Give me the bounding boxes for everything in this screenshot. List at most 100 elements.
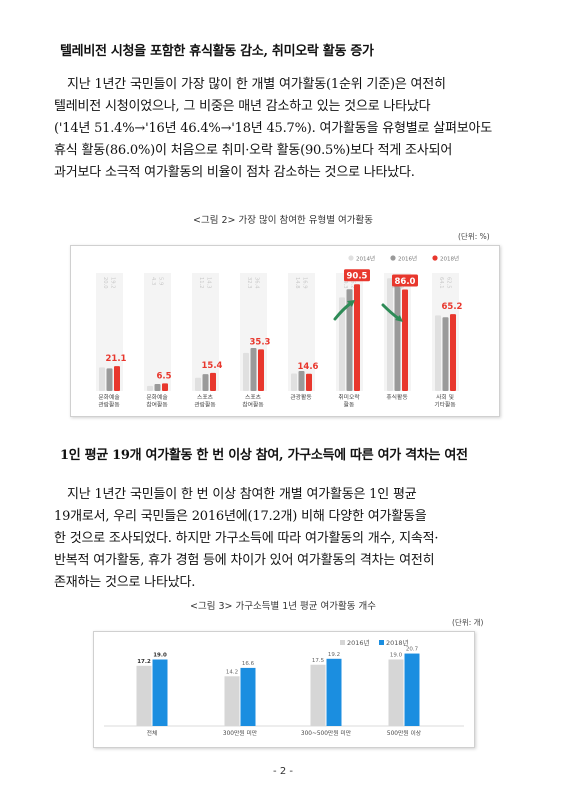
bar-2018년 [210, 372, 216, 391]
trend-arrow-head [347, 300, 355, 307]
bar-2014년 [339, 297, 345, 391]
value-label: 20.7 [406, 647, 419, 653]
category-label: 관광활동 [290, 393, 312, 401]
value-label-2018: 86.0 [395, 277, 416, 287]
paragraph-income-gap: 지난 1년간 국민들이 한 번 이상 참여한 개별 여가활동은 1인 평균 19… [54, 484, 512, 594]
bar-2018년 [326, 658, 342, 726]
bar-2018년 [114, 366, 120, 391]
category-track [144, 273, 171, 391]
category-label: 300만원 미만 [223, 729, 258, 737]
paragraph-line: 과거보다 소극적 여가활동의 비율이 점차 감소하는 것으로 나타났다. [54, 165, 415, 180]
category-track [192, 273, 219, 391]
paragraph-leisure-type: 지난 1년간 국민들이 가장 많이 한 개별 여가활동(1순위 기준)은 여전히… [54, 74, 512, 184]
legend-label: 2018년 [386, 638, 409, 647]
value-label-vertical: 16.9 [302, 277, 308, 289]
bar-2014년 [99, 367, 105, 391]
page-number: - 2 - [273, 766, 293, 777]
value-label: 19.0 [390, 653, 403, 659]
value-label-2018: 6.5 [156, 371, 171, 381]
value-label-vertical: 14.3 [206, 277, 212, 289]
bar-2018년 [450, 314, 456, 391]
bar-2016년 [250, 348, 257, 391]
paragraph-line: 텔레비전 시청이었으나, 그 비중은 매년 감소하고 있는 것으로 나타났다 [54, 99, 431, 114]
category-label: 활동 [344, 401, 355, 409]
category-label: 기타활동 [434, 401, 456, 409]
value-label-vertical: 14.8 [294, 277, 300, 289]
bar-2014년 [243, 352, 249, 391]
category-label: 스포츠 [245, 394, 262, 401]
bar-2016년 [224, 676, 240, 726]
section-heading-leisure-type: 텔레비전 시청을 포함한 휴식활동 감소, 취미오락 활동 증가 [60, 44, 374, 59]
legend-label: 2018년 [440, 255, 459, 263]
category-label: 문화예술 [98, 393, 120, 401]
bar-2016년 [388, 659, 404, 726]
figure2-unit: (단위: %) [458, 232, 490, 241]
category-label: 참여활동 [146, 401, 168, 409]
legend-marker [432, 255, 438, 261]
paragraph-line: 지난 1년간 국민들이 가장 많이 한 개별 여가활동(1순위 기준)은 여전히 [67, 77, 446, 92]
section-heading-income-gap: 1인 평균 19개 여가활동 한 번 이상 참여, 가구소득에 따른 여가 격차… [60, 448, 468, 463]
value-label: 17.2 [137, 659, 151, 665]
legend-label: 2016년 [347, 638, 370, 647]
legend-marker [390, 255, 396, 261]
bar-2016년 [346, 289, 353, 391]
figure3-unit: (단위: 개) [452, 618, 484, 627]
paragraph-line: 휴식 활동(86.0%)이 처음으로 취미·오락 활동(90.5%)보다 적게 … [54, 143, 453, 158]
value-label-2018: 35.3 [250, 337, 271, 347]
value-label-vertical: 20.0 [102, 277, 108, 289]
category-label: 관람활동 [194, 401, 216, 409]
value-label-box [344, 269, 370, 282]
bar-2016년 [298, 371, 305, 391]
value-label-vertical: 4.3 [150, 277, 156, 285]
bar-2018년 [306, 373, 312, 391]
value-label: 19.2 [328, 652, 340, 658]
value-label-2018: 65.2 [442, 302, 463, 312]
bar-2014년 [195, 377, 201, 391]
value-label: 14.2 [226, 669, 238, 675]
legend-marker [340, 640, 345, 645]
value-label-2018: 15.4 [202, 361, 223, 371]
value-label-vertical: 32.3 [246, 277, 252, 289]
value-label-2018: 14.6 [298, 362, 319, 372]
bar-2018년 [240, 667, 256, 726]
category-label: 사회 및 [436, 393, 454, 401]
bar-2014년 [291, 373, 297, 391]
bar-2016년 [106, 368, 113, 391]
legend-label: 2016년 [398, 255, 417, 263]
bar-2016년 [310, 664, 326, 726]
trend-arrow-head [395, 315, 403, 322]
bar-2016년 [394, 283, 401, 391]
paragraph-line: 한 것으로 조사되었다. 하지만 가구소득에 따라 여가활동의 개수, 지속적· [54, 531, 439, 546]
category-label: 취미오락 [338, 393, 360, 401]
legend-label: 2014년 [356, 255, 375, 263]
paragraph-line: ('14년 51.4%→'16년 46.4%→'18년 45.7%). 여가활동… [54, 121, 493, 136]
value-label-vertical: 11.2 [198, 277, 204, 289]
category-label: 휴식활동 [386, 393, 408, 401]
bar-2016년 [136, 665, 152, 726]
legend-marker [348, 255, 354, 261]
value-label-vertical: 19.2 [110, 277, 116, 289]
figure3-caption: <그림 3> 가구소득별 1년 평균 여가활동 개수 [190, 601, 376, 612]
value-label: 19.0 [153, 653, 167, 659]
figure3-chart: 2016년 2018년 17.2 19.0 전체 14.2 16.6 300만원 미만 17.5… [93, 631, 475, 748]
value-label-vertical: 64.1 [438, 277, 444, 289]
value-label-vertical: 86.2 [350, 277, 356, 289]
value-label: 16.6 [242, 661, 255, 667]
paragraph-line: 반복적 여가활동, 휴가 경험 등에 차이가 있어 여가활동의 격차는 여전히 [54, 553, 435, 568]
bar-2018년 [258, 349, 264, 391]
paragraph-line: 지난 1년간 국민들이 한 번 이상 참여한 개별 여가활동은 1인 평균 [67, 487, 417, 502]
value-label-2018: 90.5 [347, 272, 368, 282]
bar-2018년 [404, 653, 420, 726]
bar-2016년 [442, 317, 449, 391]
bar-2014년 [387, 278, 393, 391]
legend-marker [379, 640, 384, 645]
value-label-vertical: 79.3 [342, 277, 348, 289]
paragraph-line: 19개로서, 우리 국민들은 2016년에(17.2개) 비해 다양한 여가활동… [54, 509, 427, 524]
category-label: 500만원 이상 [387, 729, 422, 737]
bar-2014년 [435, 315, 441, 391]
category-label: 스포츠 [197, 394, 214, 401]
value-label-vertical: 5.9 [158, 277, 164, 285]
bar-2016년 [202, 374, 209, 391]
